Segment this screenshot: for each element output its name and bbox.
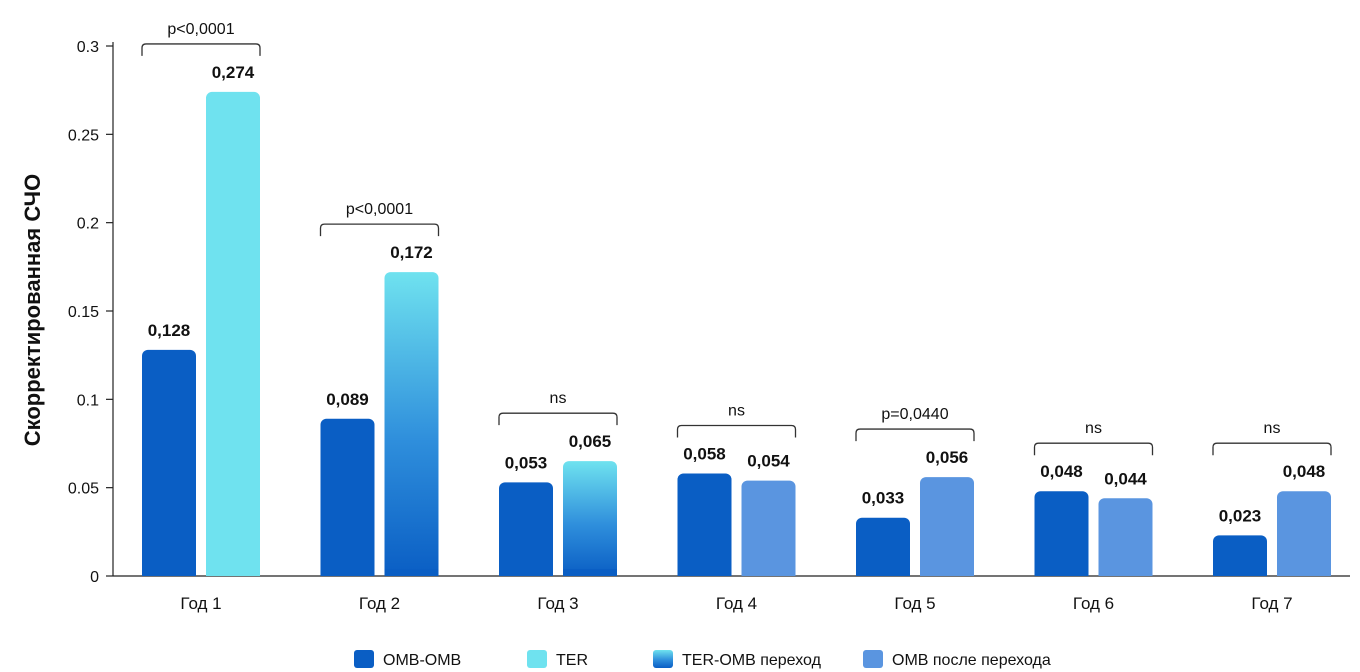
legend-label-omb: OMB-OMB <box>383 652 461 669</box>
significance-label: p<0,0001 <box>167 21 234 38</box>
legend-swatch-omb <box>354 650 374 668</box>
category-label: Год 6 <box>1073 594 1114 613</box>
data-label: 0,089 <box>326 390 369 409</box>
category-label: Год 2 <box>359 594 400 613</box>
significance-bracket <box>141 43 261 56</box>
significance-bracket <box>855 428 975 442</box>
significance-label: p<0,0001 <box>346 201 413 218</box>
data-label: 0,172 <box>390 243 433 262</box>
category-label: Год 1 <box>180 594 221 613</box>
bar-base <box>741 569 796 576</box>
significance-bracket <box>676 424 797 438</box>
y-ticks: 0 0.05 0.1 0.15 0.2 0.25 0.3 <box>68 39 113 586</box>
bar-omb <box>856 517 910 576</box>
data-label: 0,128 <box>148 321 191 340</box>
significance-label: ns <box>1264 420 1281 437</box>
significance-bracket <box>1212 442 1332 456</box>
bar-omb <box>1034 491 1089 576</box>
bar-base <box>142 569 196 576</box>
bar-omb <box>677 473 732 576</box>
data-label: 0,056 <box>926 448 969 467</box>
bars <box>142 91 1331 576</box>
category-label: Год 3 <box>537 594 578 613</box>
data-label: 0,065 <box>569 432 612 451</box>
legend-label-omb_after: OMB после перехода <box>892 652 1051 669</box>
category-label: Год 4 <box>716 594 757 613</box>
bar-ter_omb <box>563 461 617 576</box>
y-axis-label: Скорректированная СЧО <box>20 174 45 447</box>
bar-base <box>677 569 732 576</box>
category-label: Год 5 <box>894 594 935 613</box>
bar-omb_after <box>920 477 974 576</box>
data-labels: 0,128 0,274 0,089 0,172 0,053 0,065 0,058 0,054… <box>148 63 1326 525</box>
data-label: 0,044 <box>1104 469 1147 488</box>
data-label: 0,048 <box>1283 462 1326 481</box>
bar-base <box>499 569 553 576</box>
significance-brackets: p<0,0001 p<0,0001 ns ns p=0,0440 ns ns <box>141 21 1332 456</box>
y-tick-label: 0.15 <box>68 304 99 321</box>
legend-swatch-ter_omb <box>653 650 673 668</box>
data-label: 0,274 <box>212 63 255 82</box>
bar-omb <box>499 482 553 576</box>
significance-label: p=0,0440 <box>881 406 948 423</box>
bar-ter_omb <box>384 272 439 576</box>
bar-base <box>320 569 375 576</box>
y-tick-label: 0.25 <box>68 127 99 144</box>
data-label: 0,048 <box>1040 462 1083 481</box>
bar-omb <box>1213 535 1267 576</box>
y-tick-label: 0.05 <box>68 481 99 498</box>
bar-base <box>384 569 439 576</box>
y-tick-label: 0.3 <box>77 39 99 56</box>
bar-ter <box>206 91 260 576</box>
legend-swatch-omb_after <box>863 650 883 668</box>
legend-swatch-ter <box>527 650 547 668</box>
bar-base <box>920 569 974 576</box>
y-tick-label: 0.2 <box>77 216 99 233</box>
bar-base <box>1034 569 1089 576</box>
data-label: 0,058 <box>683 445 726 464</box>
bar-omb_after <box>1277 491 1331 576</box>
category-label: Год 7 <box>1251 594 1292 613</box>
significance-label: ns <box>550 390 567 407</box>
data-label: 0,033 <box>862 489 905 508</box>
bar-base <box>1213 569 1267 576</box>
legend-label-ter_omb: TER-OMB переход <box>682 652 822 669</box>
bar-base <box>563 569 617 576</box>
significance-bracket <box>1033 442 1154 456</box>
legend: OMB-OMB TER TER-OMB переход OMB после перех… <box>354 650 1051 669</box>
bar-base <box>856 569 910 576</box>
significance-bracket <box>319 223 440 237</box>
y-tick-label: 0 <box>90 569 99 586</box>
bar-omb <box>142 349 196 576</box>
bar-base <box>1277 569 1331 576</box>
bar-omb_after <box>741 480 796 576</box>
category-labels: Год 1 Год 2 Год 3 Год 4 Год 5 Год 6 Год 7 <box>180 594 1292 613</box>
bar-base <box>1098 569 1153 576</box>
data-label: 0,054 <box>747 452 790 471</box>
data-label: 0,023 <box>1219 506 1262 525</box>
significance-label: ns <box>728 403 745 420</box>
data-label: 0,053 <box>505 453 548 472</box>
bar-omb_after <box>1098 498 1153 576</box>
bar-omb <box>320 418 375 576</box>
legend-label-ter: TER <box>556 652 588 669</box>
y-tick-label: 0.1 <box>77 392 99 409</box>
bar-base <box>206 569 260 576</box>
significance-label: ns <box>1085 420 1102 437</box>
significance-bracket <box>498 412 618 426</box>
